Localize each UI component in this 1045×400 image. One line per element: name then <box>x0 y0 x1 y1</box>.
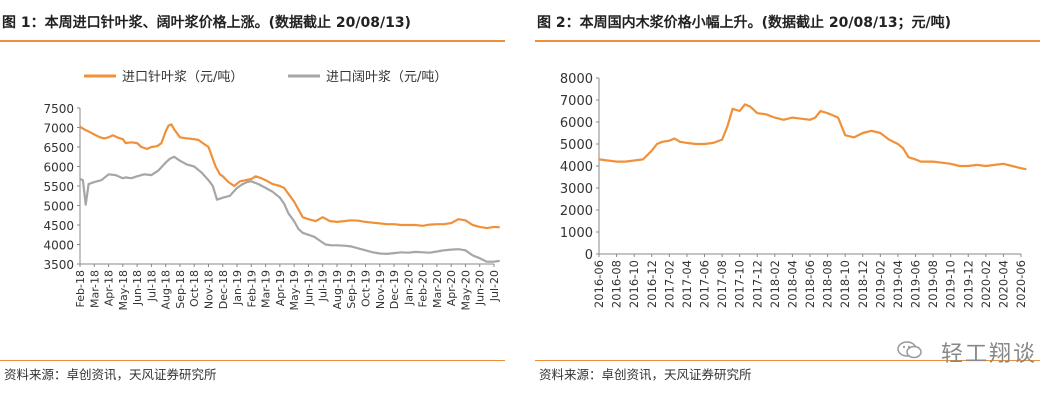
chart-1-x-tick-label: Jan-20 <box>402 270 415 306</box>
chart-2-y-tick-label: 5000 <box>560 138 593 153</box>
chart-2-x-tick-label: 2017-06 <box>698 260 712 308</box>
chart-2-y-tick-label: 7000 <box>560 94 593 109</box>
chart-2-x-tick-label: 2017-08 <box>715 260 729 308</box>
chart-2-x-tick-label: 2019-02 <box>873 260 887 308</box>
chart-1-x-tick-label: Oct-18 <box>188 270 201 307</box>
chart-1-series-1-line <box>79 123 500 230</box>
chart-1-x-tick-label: Jun-18 <box>131 270 144 306</box>
chart-1-y-tick-label: 7000 <box>43 122 74 136</box>
chart-2-x-tick-label: 2017-12 <box>750 260 764 308</box>
chart-2-x-tick-label: 2017-04 <box>680 260 694 308</box>
chart-2-y-tick-label: 3000 <box>560 182 593 197</box>
chart-1-y-tick-label: 7500 <box>43 102 74 116</box>
chart-1-x-tick-label: Sep-18 <box>174 270 187 309</box>
chart-2-x-tick-label: 2018-08 <box>821 260 835 308</box>
figure-1-panel: 图 1：本周进口针叶浆、阔叶浆价格上涨。(数据截止 20/08/13) 3500… <box>0 0 505 400</box>
chart-2-x-tick-label: 2016-12 <box>645 260 659 308</box>
figure-2-panel: 图 2：本周国内木浆价格小幅上升。(数据截止 20/08/13；元/吨) 0 10… <box>535 0 1040 400</box>
chart-2-x-tick-label: 2016-08 <box>610 260 624 308</box>
chart-1-x-tick-label: Feb-19 <box>245 270 258 307</box>
chart-1-x-tick-label: Apr-19 <box>274 270 287 306</box>
chart-1-x-tick-label: Oct-19 <box>360 270 373 307</box>
chart-1-legend-label-2: 进口阔叶浆（元/吨） <box>326 70 447 85</box>
chart-1-x-tick-label: Mar-20 <box>431 270 444 308</box>
chart-2-y-tick-label: 8000 <box>560 72 593 87</box>
chart-1: 3500 4000 4500 5000 5500 6000 6500 7000 7500 Feb-… <box>43 70 501 311</box>
chart-2: 0 1000 2000 3000 4000 5000 6000 7000 8000 2016-06… <box>560 72 1028 308</box>
chart-1-x-tick-label: Jun-20 <box>474 270 487 306</box>
chart-1-x-tick-label: May-19 <box>288 270 301 311</box>
chart-2-x-tick-label: 2017-02 <box>662 260 676 308</box>
chart-2-x-tick-label: 2020-04 <box>996 260 1010 308</box>
chart-2-y-tick-label: 4000 <box>560 160 593 175</box>
chart-2-y-tick-label: 2000 <box>560 204 593 219</box>
chart-2-x-tick-label: 2018-12 <box>856 260 870 308</box>
chart-2-x-tick-label: 2019-12 <box>961 260 975 308</box>
figure-1-title: 图 1：本周进口针叶浆、阔叶浆价格上涨。(数据截止 20/08/13) <box>0 6 505 42</box>
chart-2-x-tick-label: 2019-04 <box>891 260 905 308</box>
chart-1-x-tick-label: Feb-18 <box>74 270 87 307</box>
chart-1-y-tick-label: 6500 <box>43 141 74 155</box>
chart-1-x-tick-label: Jun-19 <box>302 270 315 306</box>
chart-1-x-tick-label: May-18 <box>117 270 130 311</box>
chart-1-x-tick-label: Jul-18 <box>145 270 158 302</box>
chart-2-x-tick-label: 2016-06 <box>592 260 606 308</box>
chart-1-x-tick-label: Feb-20 <box>417 270 430 307</box>
figure-2-title: 图 2：本周国内木浆价格小幅上升。(数据截止 20/08/13；元/吨) <box>535 6 1040 42</box>
chart-1-x-tick-label: Mar-18 <box>88 270 101 308</box>
figure-2-source: 资料来源：卓创资讯，天风证券研究所 <box>535 360 1040 389</box>
chart-1-x-tick-label: Nov-19 <box>374 270 387 309</box>
chart-2-x-tick-label: 2017-10 <box>733 260 747 308</box>
chart-2-x-tick-label: 2020-06 <box>1014 260 1028 308</box>
chart-1-x-tick-label: Aug-18 <box>160 270 173 309</box>
chart-1-y-tick-label: 4500 <box>43 219 74 233</box>
chart-2-x-tick-label: 2019-10 <box>944 260 958 308</box>
chart-1-series-2-line <box>79 155 500 263</box>
chart-1-x-tick-label: Aug-19 <box>331 270 344 309</box>
chart-1-x-tick-label: Dec-18 <box>217 270 230 309</box>
chart-1-y-tick-label: 3500 <box>43 258 74 272</box>
chart-1-x-tick-label: Apr-20 <box>445 270 458 306</box>
chart-1-x-tick-label: Dec-19 <box>388 270 401 309</box>
chart-2-y-tick-label: 6000 <box>560 116 593 131</box>
figure-1-source: 资料来源：卓创资讯，天风证券研究所 <box>0 360 505 389</box>
chart-2-x-tick-label: 2020-02 <box>979 260 993 308</box>
chart-1-x-tick-label: Sep-19 <box>345 270 358 309</box>
chart-1-x-tick-label: Jul-20 <box>488 270 501 302</box>
chart-2-y-tick-label: 1000 <box>560 226 593 241</box>
wechat-icon <box>897 341 922 359</box>
chart-1-x-tick-label: Nov-18 <box>202 270 215 309</box>
chart-2-y-tick-label: 0 <box>585 248 593 263</box>
chart-1-y-tick-label: 6000 <box>43 161 74 175</box>
chart-1-x-tick-label: Mar-19 <box>260 270 273 308</box>
chart-1-y-tick-label: 5500 <box>43 180 74 194</box>
chart-2-x-tick-label: 2016-10 <box>627 260 641 308</box>
chart-2-series-1-line <box>598 103 1027 171</box>
chart-1-x-tick-label: Apr-18 <box>103 270 116 306</box>
chart-1-x-tick-label: Jan-19 <box>231 270 244 306</box>
chart-2-x-tick-label: 2019-08 <box>926 260 940 308</box>
watermark-text: 轻工翔谈 <box>940 342 1037 367</box>
chart-2-x-tick-label: 2018-10 <box>838 260 852 308</box>
chart-1-legend-label-1: 进口针叶浆（元/吨） <box>122 70 243 85</box>
chart-1-x-tick-label: Jul-19 <box>317 270 330 302</box>
chart-2-x-tick-label: 2018-06 <box>803 260 817 308</box>
chart-1-x-tick-label: May-20 <box>459 270 472 311</box>
chart-2-x-tick-label: 2018-02 <box>768 260 782 308</box>
chart-1-y-tick-label: 4000 <box>43 239 74 253</box>
chart-1-y-tick-label: 5000 <box>43 200 74 214</box>
chart-2-x-tick-label: 2019-06 <box>909 260 923 308</box>
chart-2-x-tick-label: 2018-04 <box>785 260 799 308</box>
